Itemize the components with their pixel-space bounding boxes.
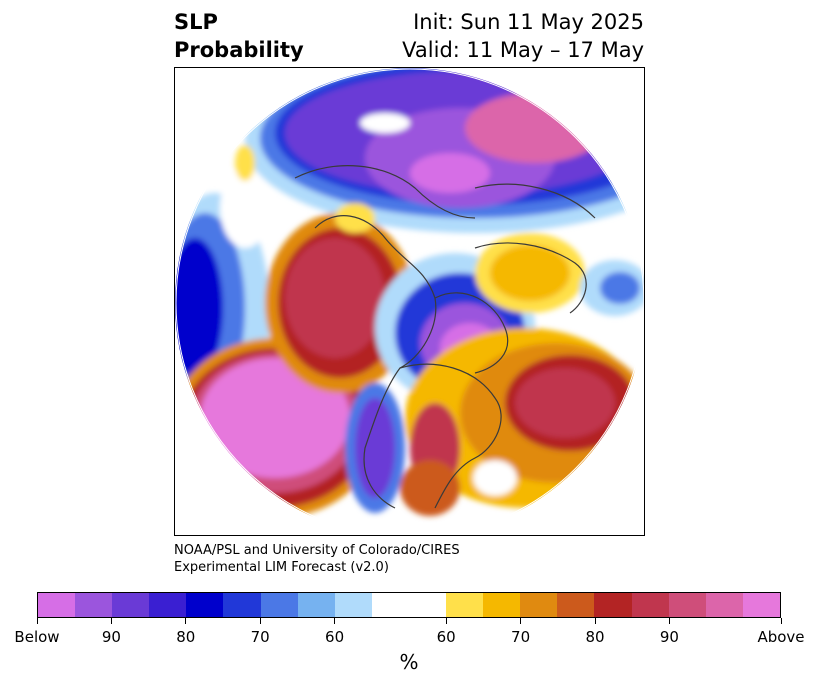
colorbar-segment: [520, 593, 558, 617]
colorbar-tick-label: 70: [250, 628, 270, 646]
probability-map: [174, 67, 645, 536]
colorbar-tick: [445, 618, 447, 624]
credit-text: NOAA/PSL and University of Colorado/CIRE…: [174, 542, 460, 576]
colorbar-tick-label: 70: [511, 628, 531, 646]
credit-line-1: NOAA/PSL and University of Colorado/CIRE…: [174, 543, 460, 558]
colorbar-segment: [631, 593, 669, 617]
valid-range: Valid: 11 May – 17 May: [402, 38, 644, 62]
colorbar-tick-label: 60: [325, 628, 345, 646]
colorbar-tick-label: 80: [585, 628, 605, 646]
colorbar: [37, 592, 781, 618]
map-title: SLP Probability: [174, 8, 304, 64]
colorbar-tick: [594, 618, 596, 624]
colorbar-segment: [668, 593, 706, 617]
title-line-2: Probability: [174, 38, 304, 62]
colorbar-tick-label: 80: [176, 628, 196, 646]
colorbar-unit: %: [399, 650, 419, 674]
colorbar-tick-label: 90: [659, 628, 679, 646]
colorbar-tick: [185, 618, 187, 624]
colorbar-tick: [780, 618, 782, 624]
colorbar-tick: [520, 618, 522, 624]
colorbar-segment: [186, 593, 224, 617]
colorbar-segment: [483, 593, 521, 617]
colorbar-segment: [371, 593, 409, 617]
title-line-1: SLP: [174, 10, 218, 34]
colorbar-segment: [297, 593, 335, 617]
colorbar-segment: [557, 593, 595, 617]
colorbar-segment: [149, 593, 187, 617]
colorbar-segment: [594, 593, 632, 617]
colorbar-tick: [668, 618, 670, 624]
colorbar-segment: [446, 593, 484, 617]
polar-map-svg: [175, 68, 644, 535]
colorbar-segment: [223, 593, 261, 617]
colorbar-tick: [36, 618, 38, 624]
colorbar-tick-label: Above: [757, 628, 805, 646]
colorbar-segment: [260, 593, 298, 617]
colorbar-segment: [742, 593, 780, 617]
colorbar-tick-label: 90: [101, 628, 121, 646]
colorbar-tick-label: 60: [436, 628, 456, 646]
colorbar-tick-label: Below: [14, 628, 60, 646]
colorbar-tick: [259, 618, 261, 624]
colorbar-tick: [110, 618, 112, 624]
colorbar-segment: [408, 593, 447, 617]
init-date: Init: Sun 11 May 2025: [413, 10, 644, 34]
credit-line-2: Experimental LIM Forecast (v2.0): [174, 560, 389, 575]
forecast-dates: Init: Sun 11 May 2025 Valid: 11 May – 17…: [402, 8, 644, 64]
colorbar-segment: [705, 593, 743, 617]
colorbar-segment: [112, 593, 150, 617]
colorbar-tick: [334, 618, 336, 624]
colorbar-segment: [38, 593, 76, 617]
colorbar-segment: [334, 593, 372, 617]
probability-field: [175, 68, 644, 535]
colorbar-segment: [75, 593, 113, 617]
coastlines: [294, 165, 596, 509]
